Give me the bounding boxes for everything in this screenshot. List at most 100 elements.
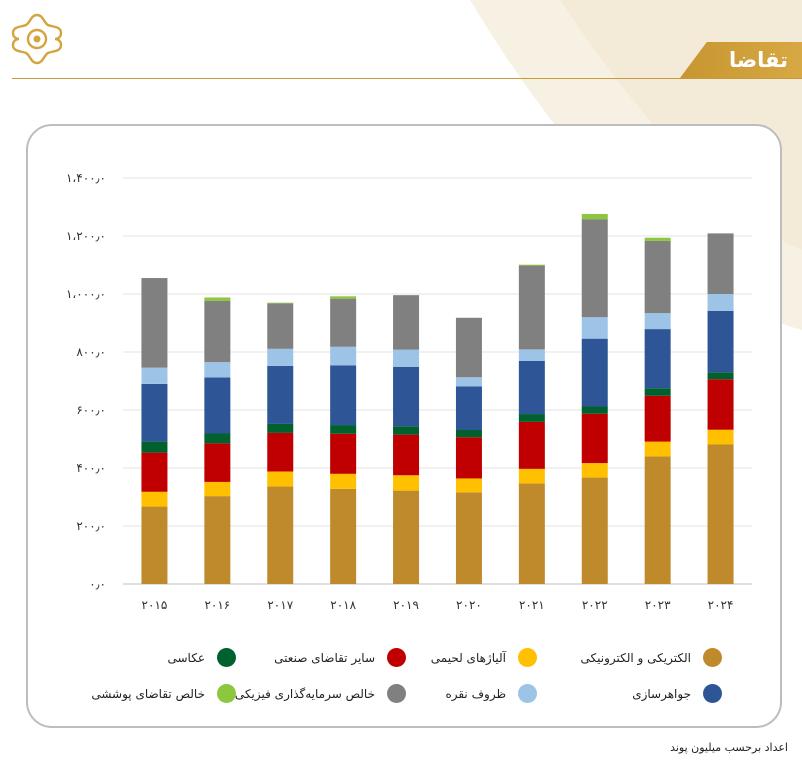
y-tick-label: ۱،۲۰۰٫۰: [66, 229, 106, 243]
bar-segment: [518, 265, 545, 350]
bar-segment: [644, 395, 671, 442]
bar-segment: [581, 477, 608, 584]
legend-label: سایر تقاضای صنعتی: [274, 650, 375, 665]
units-footnote: اعداد برحسب میلیون پوند: [670, 741, 788, 754]
x-tick-label: ۲۰۲۰: [456, 598, 482, 612]
bar-segment: [581, 413, 608, 464]
x-tick-label: ۲۰۱۶: [204, 598, 230, 612]
bar-segment: [707, 379, 734, 430]
bar-segment: [141, 278, 168, 368]
bar-segment: [581, 406, 608, 414]
legend-label: خالص سرمایه‌گذاری فیزیکی: [234, 686, 375, 701]
legend-item: سایر تقاضای صنعتی: [274, 648, 406, 667]
bar-segment: [204, 297, 231, 301]
x-tick-label: ۲۰۱۸: [330, 598, 356, 612]
header-divider: [12, 78, 802, 79]
legend-label: جواهرسازی: [632, 686, 691, 701]
bar-segment: [644, 237, 671, 241]
bar-segment: [141, 506, 168, 584]
bar-segment: [267, 303, 294, 349]
bar-segment: [393, 366, 420, 427]
x-tick-label: ۲۰۲۴: [708, 598, 734, 612]
bar-segment: [393, 490, 420, 584]
legend-swatch: [703, 684, 722, 703]
bar-segment: [141, 441, 168, 453]
bar-segment: [707, 294, 734, 311]
bar-segment: [393, 426, 420, 435]
legend-item: ظروف نقره: [445, 684, 537, 703]
legend-swatch: [518, 648, 537, 667]
bar-segment: [644, 441, 671, 457]
brand-logo-icon: [11, 13, 63, 65]
bar-segment: [204, 300, 231, 363]
bar-segment: [330, 346, 357, 366]
y-tick-label: ۲۰۰٫۰: [76, 519, 106, 533]
bar-segment: [644, 329, 671, 389]
bar-segment: [330, 365, 357, 426]
bar-segment: [644, 456, 671, 584]
bar-segment: [581, 219, 608, 318]
legend-swatch: [518, 684, 537, 703]
x-tick-label: ۲۰۱۹: [393, 598, 419, 612]
x-tick-label: ۲۰۱۷: [267, 598, 293, 612]
bar-segment: [393, 434, 420, 476]
bar-segment: [330, 488, 357, 584]
legend-swatch: [703, 648, 722, 667]
bar-segment: [141, 491, 168, 507]
x-tick-label: ۲۰۲۱: [519, 598, 545, 612]
bar-segment: [267, 365, 294, 424]
bar-segment: [330, 433, 357, 474]
bar-segment: [330, 296, 357, 299]
page-title: تقاضا: [728, 48, 788, 72]
bar-segment: [518, 360, 545, 415]
bar-segment: [204, 443, 231, 482]
bar-segment: [518, 483, 545, 584]
bar-segment: [141, 367, 168, 384]
bar-segment: [455, 492, 482, 584]
bar-segment: [141, 383, 168, 442]
legend-label: ظروف نقره: [445, 686, 506, 701]
bar-segment: [518, 468, 545, 484]
y-tick-label: ۴۰۰٫۰: [76, 461, 106, 475]
y-tick-label: ۱،۴۰۰٫۰: [66, 171, 106, 185]
bar-segment: [455, 437, 482, 479]
legend-swatch: [387, 684, 406, 703]
bar-segment: [267, 486, 294, 584]
bar-segment: [455, 317, 482, 378]
legend-item: عکاسی: [167, 648, 236, 667]
legend-item: الکتریکی و الکترونیکی: [580, 648, 722, 667]
x-tick-label: ۲۰۲۳: [645, 598, 671, 612]
bar-segment: [455, 386, 482, 431]
y-tick-label: ۶۰۰٫۰: [76, 403, 106, 417]
bar-segment: [267, 471, 294, 487]
bar-segment: [393, 295, 420, 350]
bar-segment: [644, 313, 671, 330]
bar-segment: [581, 213, 608, 220]
legend-item: جواهرسازی: [632, 684, 722, 703]
legend-label: عکاسی: [167, 650, 206, 665]
bar-segment: [267, 348, 294, 366]
bar-segment: [393, 349, 420, 367]
bar-segment: [267, 302, 294, 304]
bar-segment: [204, 362, 231, 378]
bar-segment: [204, 433, 231, 444]
bar-segment: [141, 452, 168, 492]
legend-label: آلیاژهای لحیمی: [430, 650, 506, 665]
bar-segment: [707, 310, 734, 373]
bar-segment: [518, 421, 545, 469]
bar-segment: [455, 377, 482, 387]
bar-segment: [707, 444, 734, 584]
y-tick-label: ۰٫۰: [89, 577, 106, 591]
bar-segment: [330, 473, 357, 489]
bar-segment: [204, 377, 231, 434]
bar-segment: [518, 414, 545, 422]
bar-segment: [707, 233, 734, 294]
bar-segment: [581, 338, 608, 407]
bar-segment: [455, 478, 482, 493]
bar-segment: [518, 349, 545, 361]
y-tick-label: ۸۰۰٫۰: [76, 345, 106, 359]
bar-segment: [267, 423, 294, 433]
legend-label: الکتریکی و الکترونیکی: [580, 650, 692, 665]
bar-segment: [644, 240, 671, 314]
bar-segment: [330, 298, 357, 347]
